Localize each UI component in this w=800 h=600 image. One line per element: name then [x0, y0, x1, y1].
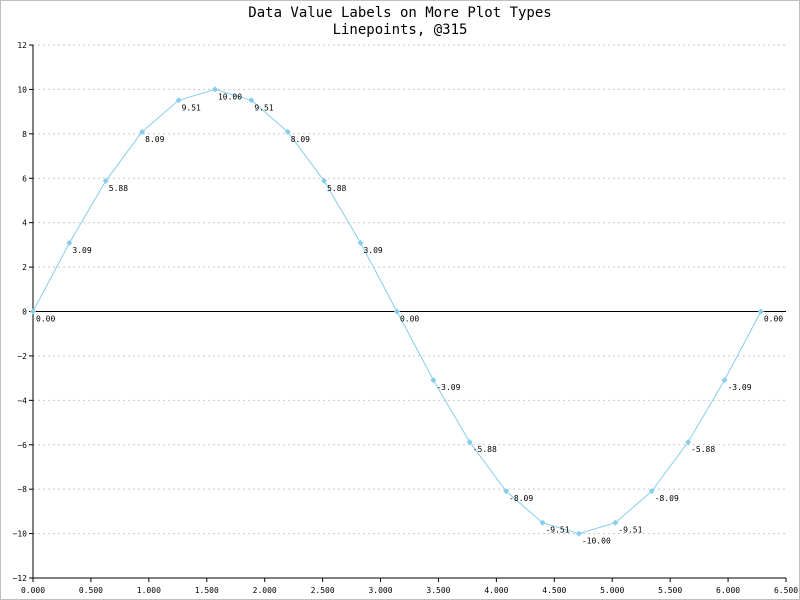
- data-value-label: -3.09: [727, 383, 751, 392]
- y-tick-label: 10: [17, 85, 27, 94]
- y-tick-label: −6: [17, 441, 27, 450]
- x-tick-label: 2.000: [253, 586, 277, 595]
- data-label-layer: 0.00 3.09 5.88 8.09 9.51 10.00 9.51 8.09 5.88 3.0…: [36, 92, 783, 545]
- data-value-label: -10.00: [582, 537, 611, 546]
- x-tick-label: 1.000: [137, 586, 161, 595]
- data-value-label: 8.09: [291, 135, 310, 144]
- data-point: [430, 377, 437, 384]
- data-value-label: 0.00: [400, 315, 419, 324]
- data-point: [175, 97, 182, 104]
- data-point: [466, 439, 473, 446]
- data-point: [139, 128, 146, 135]
- axis-layer: 12 10 8 6 4 2 0 −2 −4 −6 −8 −10 −12 0.000 0.500 1.000 1.…: [13, 41, 799, 595]
- data-point: [284, 128, 291, 135]
- data-point: [648, 488, 655, 495]
- data-value-label: -9.51: [545, 526, 569, 535]
- x-tick-label: 3.000: [368, 586, 392, 595]
- y-tick-label: 4: [22, 219, 27, 228]
- data-point: [66, 239, 73, 246]
- data-point: [575, 530, 582, 537]
- y-tick-label: −4: [17, 396, 27, 405]
- series-layer: [30, 86, 764, 537]
- x-tick-label: 2.500: [311, 586, 335, 595]
- data-point: [321, 177, 328, 184]
- x-tick-label: 1.500: [195, 586, 219, 595]
- x-tick-label: 6.000: [716, 586, 740, 595]
- data-value-label: 5.88: [109, 184, 128, 193]
- data-value-label: -8.09: [509, 494, 533, 503]
- y-tick-label: 2: [22, 263, 27, 272]
- y-tick-label: 8: [22, 130, 27, 139]
- x-tick-label: 0.000: [21, 586, 45, 595]
- data-point: [102, 177, 109, 184]
- data-value-label: 10.00: [218, 92, 242, 101]
- y-tick-label: 0: [22, 308, 27, 317]
- data-point: [539, 519, 546, 526]
- y-tick-label: 6: [22, 174, 27, 183]
- data-point: [612, 519, 619, 526]
- data-point: [685, 439, 692, 446]
- data-value-label: 9.51: [182, 103, 201, 112]
- y-tick-label: −12: [13, 574, 28, 583]
- data-value-label: -8.09: [655, 494, 679, 503]
- x-tick-label: 3.500: [426, 586, 450, 595]
- y-tick-label: −8: [17, 485, 27, 494]
- data-value-label: 0.00: [36, 315, 55, 324]
- data-value-label: -5.88: [473, 445, 497, 454]
- x-tick-label: 6.500: [774, 586, 798, 595]
- x-tick-label: 4.000: [484, 586, 508, 595]
- y-tick-label: −10: [13, 530, 28, 539]
- x-tick-label: 4.500: [542, 586, 566, 595]
- y-tick-label: 12: [17, 41, 27, 50]
- data-value-label: 5.88: [327, 184, 346, 193]
- data-point: [393, 308, 400, 315]
- data-value-label: 8.09: [145, 135, 164, 144]
- data-point: [248, 97, 255, 104]
- data-value-label: 3.09: [72, 246, 91, 255]
- y-tick-label: −2: [17, 352, 27, 361]
- data-value-label: 3.09: [363, 246, 382, 255]
- x-tick-label: 0.500: [79, 586, 103, 595]
- data-value-label: 0.00: [764, 315, 783, 324]
- data-value-label: -9.51: [618, 526, 642, 535]
- data-point: [757, 308, 764, 315]
- data-value-label: 9.51: [254, 103, 273, 112]
- chart-subtitle: Linepoints, @315: [332, 22, 468, 38]
- x-tick-label: 5.500: [658, 586, 682, 595]
- chart-title-block: Data Value Labels on More Plot Types Lin…: [1, 5, 799, 39]
- x-tick-label: 5.000: [600, 586, 624, 595]
- data-point: [30, 308, 36, 315]
- data-point: [211, 86, 218, 93]
- data-point: [503, 488, 510, 495]
- data-point: [721, 377, 728, 384]
- data-value-label: -3.09: [436, 383, 460, 392]
- data-point: [357, 239, 364, 246]
- chart-title: Data Value Labels on More Plot Types: [248, 5, 552, 21]
- data-value-label: -5.88: [691, 445, 715, 454]
- grid-layer: [33, 44, 786, 535]
